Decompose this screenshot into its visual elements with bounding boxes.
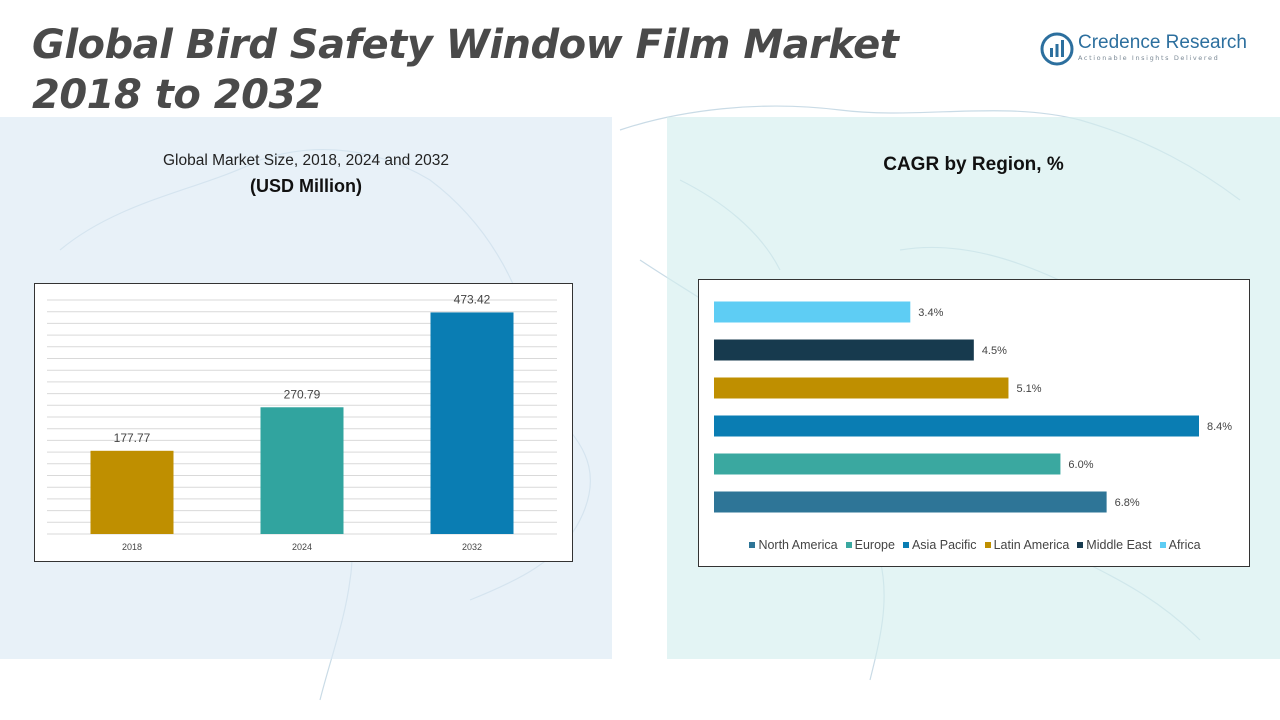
bar-value-label: 473.42 <box>454 292 491 306</box>
cagr-legend: North America Europe Asia Pacific Latin Ame… <box>735 538 1215 552</box>
bar-asia-pacific <box>714 415 1199 437</box>
logo-icon <box>1040 32 1074 66</box>
x-tick-label: 2032 <box>462 542 482 552</box>
legend-item: Latin America <box>984 538 1070 552</box>
bar-value-label: 5.1% <box>1016 383 1041 395</box>
market-size-unit: (USD Million) <box>250 176 362 196</box>
legend-label: Asia Pacific <box>911 538 977 552</box>
title-line-2: 2018 to 2032 <box>32 72 324 118</box>
logo-name: Credence Research <box>1078 32 1247 53</box>
market-size-chart-svg: 177.77 2018 270.79 2024 473.42 2032 <box>47 292 557 552</box>
legend-swatch <box>749 542 756 548</box>
bar-value-label: 4.5% <box>982 345 1007 357</box>
legend-item: Africa <box>1159 538 1201 552</box>
legend-swatch <box>1159 542 1166 548</box>
bar-value-label: 6.8% <box>1115 497 1140 509</box>
cagr-title: CAGR by Region, % <box>883 154 1064 175</box>
market-size-subtitle: Global Market Size, 2018, 2024 and 2032 <box>162 152 450 169</box>
legend-item: North America <box>749 538 838 552</box>
legend-swatch <box>984 542 991 548</box>
credence-research-logo: Credence Research Actionable Insights De… <box>1040 30 1255 70</box>
bar-middle-east <box>714 339 974 361</box>
x-tick-label: 2024 <box>292 542 312 552</box>
bar-north-america <box>714 491 1107 513</box>
bar-value-label: 6.0% <box>1068 459 1093 471</box>
legend-item: Middle East <box>1077 538 1152 552</box>
bar-value-label: 270.79 <box>284 387 321 401</box>
bar-europe <box>714 453 1061 475</box>
bar-2032 <box>430 312 514 534</box>
bar-africa <box>714 301 911 323</box>
x-tick-label: 2018 <box>122 542 142 552</box>
page-title: Global Bird Safety Window Film Market 20… <box>32 20 899 120</box>
legend-swatch <box>1077 542 1084 548</box>
cagr-chart: 6.8% 6.0% 8.4% 5.1% 4.5% 3.4% North America Eu… <box>698 279 1250 567</box>
logo-tagline: Actionable Insights Delivered <box>1078 54 1220 62</box>
bar-2018 <box>90 450 174 534</box>
legend-label: Latin America <box>993 538 1070 552</box>
cagr-chart-svg: 6.8% 6.0% 8.4% 5.1% 4.5% 3.4% <box>714 301 1232 513</box>
legend-swatch <box>902 542 909 548</box>
bar-value-label: 3.4% <box>918 307 943 319</box>
bar-value-label: 8.4% <box>1207 421 1232 433</box>
bar-2024 <box>260 407 344 534</box>
legend-item: Europe <box>845 538 895 552</box>
title-line-1: Global Bird Safety Window Film Market <box>32 22 899 68</box>
legend-label: Middle East <box>1086 538 1152 552</box>
legend-label: Africa <box>1168 538 1201 552</box>
bar-value-label: 177.77 <box>114 431 151 445</box>
market-size-chart: 177.77 2018 270.79 2024 473.42 2032 <box>34 283 573 562</box>
legend-item: Asia Pacific <box>902 538 977 552</box>
legend-label: Europe <box>854 538 895 552</box>
bar-latin-america <box>714 377 1009 399</box>
legend-label: North America <box>758 538 838 552</box>
legend-swatch <box>845 542 852 548</box>
